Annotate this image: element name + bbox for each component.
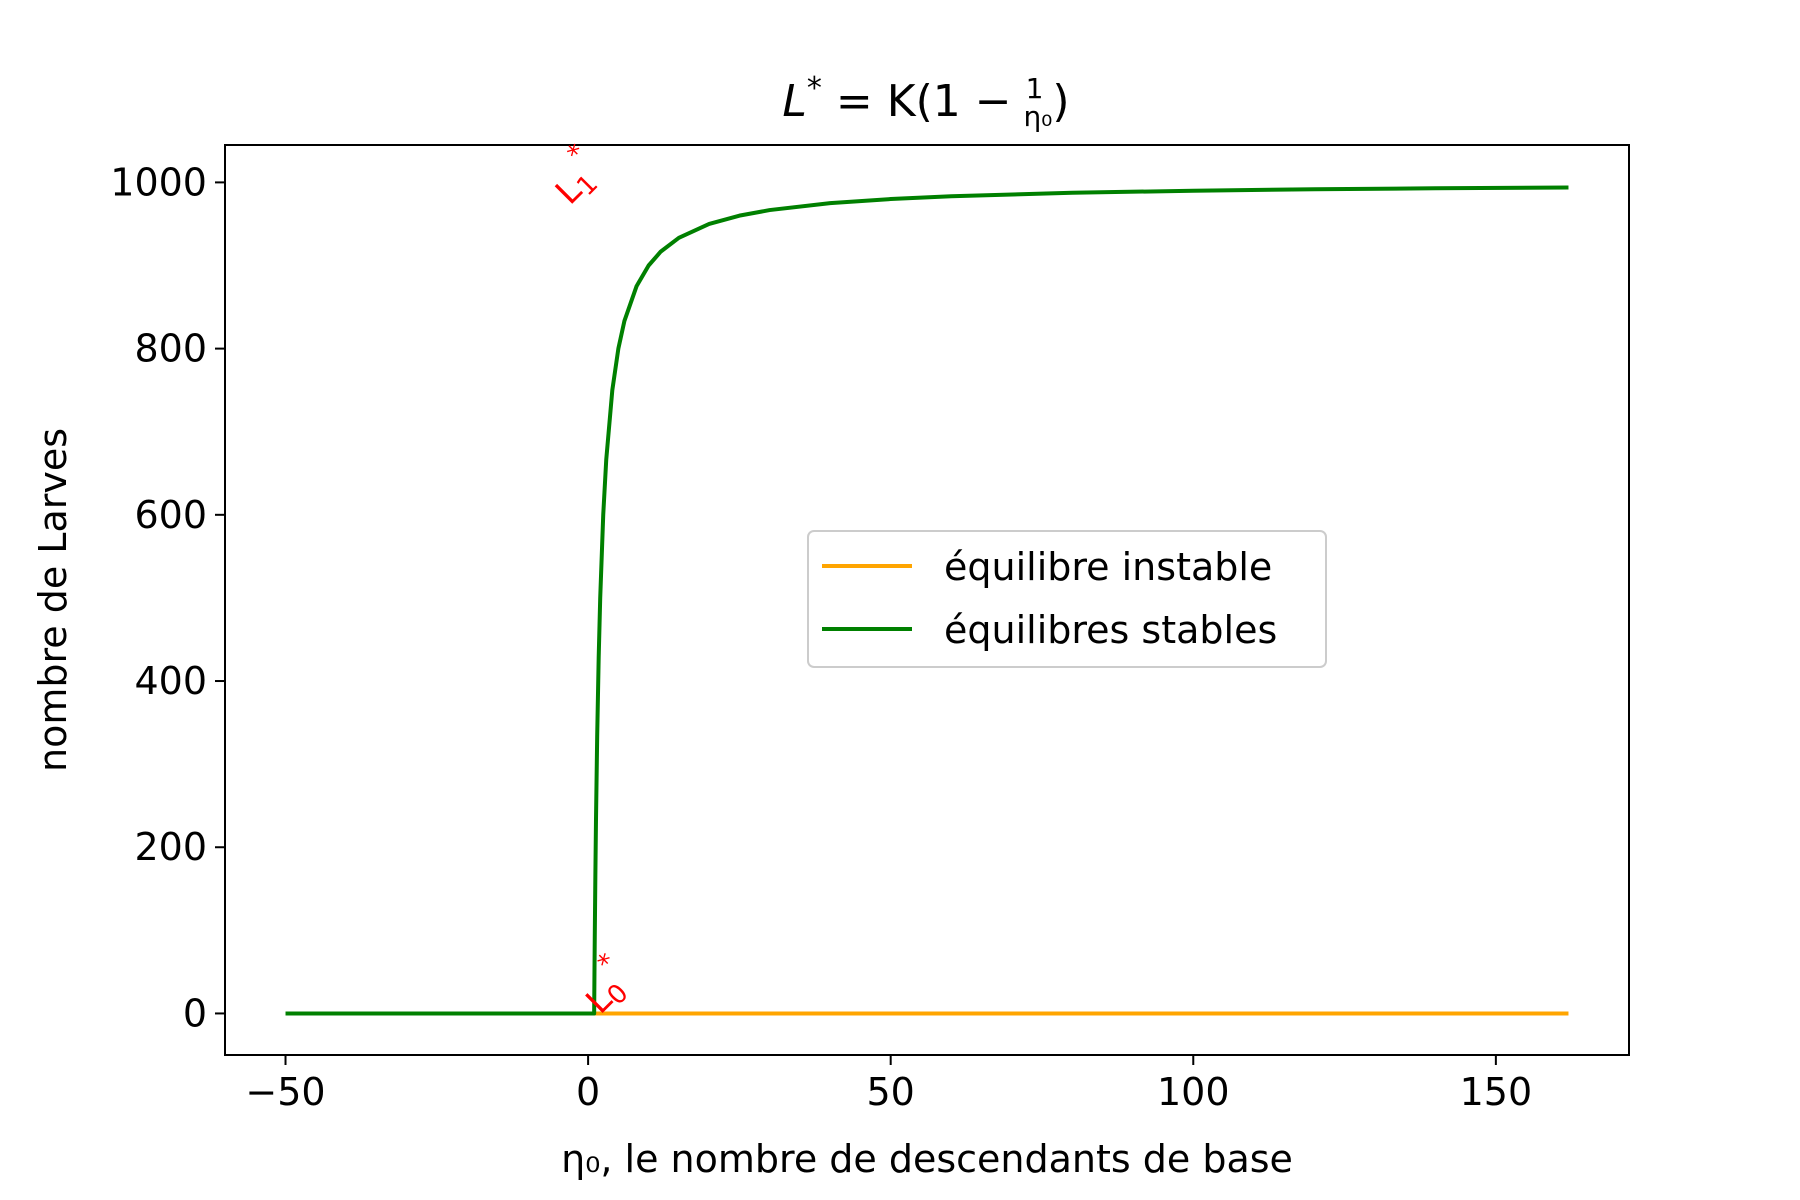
x-axis: −50 0 50 100 150	[245, 1055, 1532, 1114]
y-tick-label: 200	[134, 825, 207, 869]
y-tick-label: 1000	[110, 160, 207, 204]
plot-area	[285, 185, 1569, 1016]
title-close: )	[1052, 76, 1069, 127]
y-tick-label: 400	[134, 659, 207, 703]
annotation-l1-star: L1*	[537, 139, 614, 216]
y-tick-label: 0	[183, 991, 207, 1035]
y-axis: 0 200 400 600 800 1000	[110, 160, 225, 1035]
annotation-l0-sup: *	[592, 948, 622, 978]
title-eq: = K(1 −	[822, 76, 1026, 127]
x-tick-label: 50	[867, 1070, 915, 1114]
title-lhs: L	[782, 76, 807, 127]
y-tick-label: 600	[134, 493, 207, 537]
title-num: 1	[1026, 72, 1044, 105]
title-star: *	[807, 71, 822, 106]
legend-box	[807, 530, 1327, 668]
x-tick-label: 150	[1460, 1070, 1533, 1114]
title-den: η₀	[1023, 100, 1052, 133]
axes-frame	[224, 144, 1630, 1056]
y-axis-label: nombre de Larves	[31, 428, 75, 772]
legend-label-stables: équilibres stables	[944, 608, 1277, 652]
legend-label-instable: équilibre instable	[944, 545, 1272, 589]
annotation-l1-sup: *	[562, 139, 592, 169]
legend: équilibre instable équilibres stables	[807, 530, 1327, 668]
y-tick-label: 800	[134, 327, 207, 371]
x-tick-label: 100	[1157, 1070, 1230, 1114]
x-tick-label: 0	[576, 1070, 600, 1114]
series-line-equilibres-stables	[285, 185, 1569, 1016]
x-axis-label: η₀, le nombre de descendants de base	[561, 1137, 1293, 1181]
x-tick-label: −50	[245, 1070, 325, 1114]
chart-title: L* = K(1 − 1 η₀)	[782, 71, 1069, 133]
